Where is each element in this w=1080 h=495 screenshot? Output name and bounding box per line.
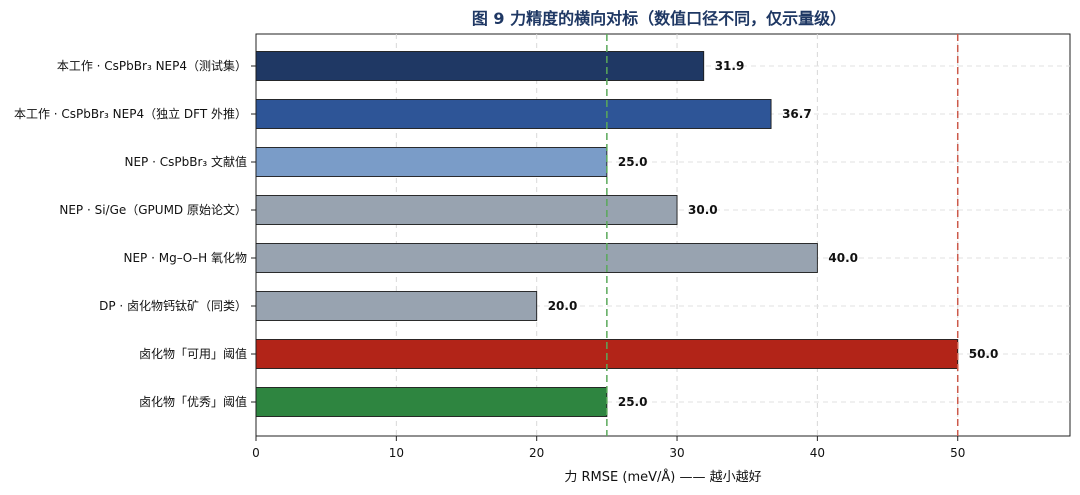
category-label: DP · 卤化物钙钛矿（同类） [99,298,247,313]
bar-value-label: 50.0 [969,347,999,361]
x-tick-label: 0 [252,446,260,460]
bar-value-label: 25.0 [618,395,648,409]
bar [255,51,705,81]
category-label: NEP · Mg–O–H 氧化物 [124,251,248,265]
bar [255,243,818,273]
x-tick-label: 50 [950,446,965,460]
bar [255,195,678,225]
x-axis-ticks: 0 10 20 30 40 50 [251,65,965,460]
bar-value-label: 20.0 [548,299,578,313]
bar [255,291,538,321]
category-label: NEP · Si/Ge（GPUMD 原始论文） [59,202,247,217]
labels-layer: 31.9 本工作 · CsPbBr₃ NEP4（测试集） 36.7 本工作 · CsP… [14,58,998,409]
category-label: NEP · CsPbBr₃ 文献值 [124,154,247,169]
bar-value-label: 40.0 [828,251,858,265]
x-tick-label: 20 [529,446,544,460]
category-label: 卤化物「可用」阈值 [139,346,247,361]
bar-value-label: 31.9 [715,59,745,73]
bar-value-label: 25.0 [618,155,648,169]
bar-value-label: 30.0 [688,203,718,217]
x-tick-label: 40 [810,446,825,460]
plot-area [255,33,1071,437]
category-label: 本工作 · CsPbBr₃ NEP4（测试集） [57,58,247,73]
x-tick-label: 10 [389,446,404,460]
x-tick-label: 30 [669,446,684,460]
category-label: 本工作 · CsPbBr₃ NEP4（独立 DFT 外推） [14,106,247,121]
x-axis-label: 力 RMSE (meV/Å) —— 越小越好 [564,469,761,485]
bars-layer [255,51,959,417]
bar [255,387,608,417]
bar [255,147,608,177]
reference-lines [606,34,959,436]
bar-value-label: 36.7 [782,107,812,121]
bar [255,99,772,129]
chart-title: 图 9 力精度的横向对标（数值口径不同，仅示量级） [472,9,846,28]
category-label: 卤化物「优秀」阈值 [139,394,247,409]
